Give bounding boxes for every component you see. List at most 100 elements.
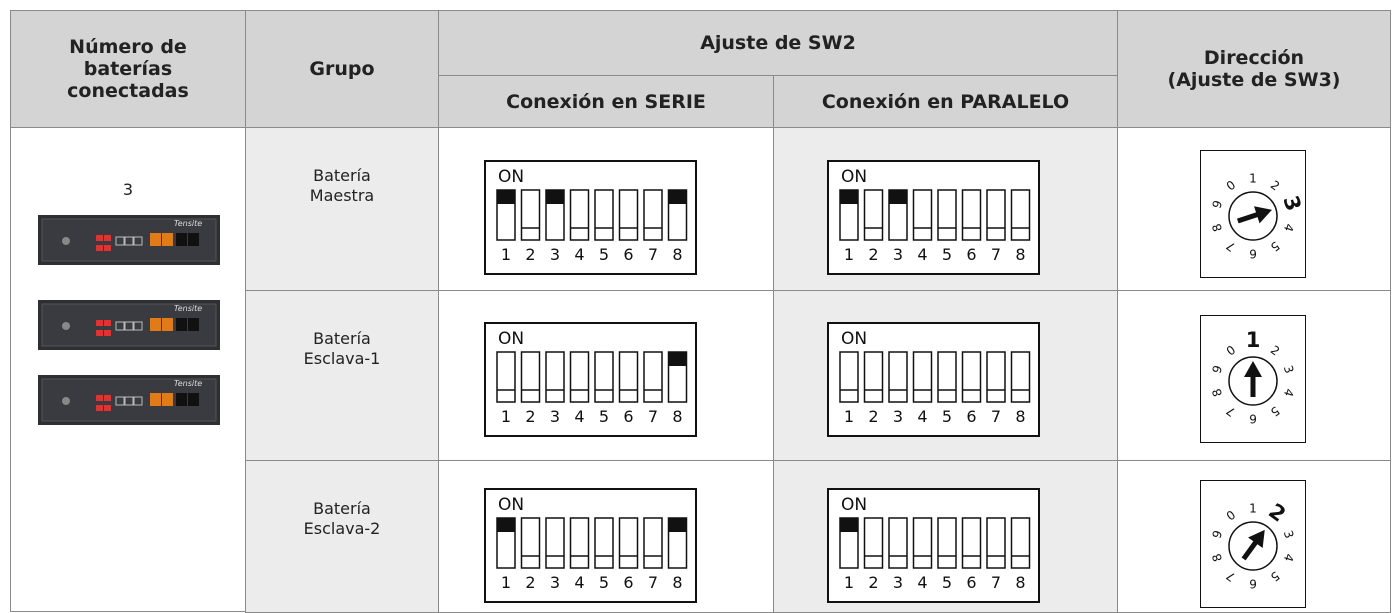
dip-number: 8 bbox=[672, 245, 682, 264]
battery-rj45 bbox=[115, 396, 125, 406]
dip-slot bbox=[545, 351, 565, 403]
dip-number: 6 bbox=[623, 245, 633, 264]
dial-digit: 8 bbox=[1209, 222, 1225, 234]
battery-terminal bbox=[176, 233, 187, 246]
dip-switch: ON 1 2 3 4 5 6 7 8 bbox=[484, 488, 697, 603]
dip-slot bbox=[912, 351, 933, 403]
dip-toggle bbox=[643, 517, 663, 569]
dip-number: 8 bbox=[672, 573, 682, 592]
battery-image: Tensite bbox=[38, 215, 220, 265]
dip-slot bbox=[961, 517, 982, 569]
dip-number: 5 bbox=[599, 573, 609, 592]
dip-slot bbox=[569, 189, 590, 241]
dip-toggle bbox=[496, 517, 516, 569]
dip-slot bbox=[618, 189, 639, 241]
dip-number: 2 bbox=[868, 573, 878, 592]
battery-terminal bbox=[176, 318, 187, 331]
dip-toggle bbox=[912, 351, 933, 403]
battery-port bbox=[96, 405, 103, 411]
battery-rj45 bbox=[133, 236, 143, 246]
dip-slot bbox=[520, 517, 541, 569]
dip-slot bbox=[937, 351, 957, 403]
dip-slot bbox=[569, 351, 590, 403]
battery-terminal bbox=[150, 393, 161, 406]
dip-slot bbox=[1010, 189, 1031, 241]
dial-arrow-shaft bbox=[1237, 211, 1260, 224]
battery-port bbox=[104, 320, 111, 326]
dip-toggle bbox=[888, 517, 908, 569]
group-label: Batería Esclava-2 bbox=[303, 499, 381, 538]
battery-count: 3 bbox=[122, 180, 134, 199]
dip-number: 4 bbox=[574, 245, 584, 264]
dip-toggle bbox=[937, 351, 957, 403]
dip-toggle bbox=[618, 351, 639, 403]
battery-port bbox=[96, 235, 103, 241]
dip-on-label: ON bbox=[498, 495, 524, 515]
dial-arrow bbox=[1237, 206, 1273, 224]
dip-number: 7 bbox=[648, 407, 658, 426]
battery-terminal bbox=[150, 233, 161, 246]
dip-number: 3 bbox=[893, 573, 903, 592]
dip-slot bbox=[912, 517, 933, 569]
dip-slot bbox=[520, 189, 541, 241]
dip-number: 5 bbox=[942, 407, 952, 426]
dial-arrow-head bbox=[1254, 206, 1273, 224]
dip-switch: ON 1 2 3 4 5 6 7 8 bbox=[827, 322, 1040, 437]
dip-number: 8 bbox=[1015, 407, 1025, 426]
dip-slot bbox=[986, 517, 1006, 569]
dip-slot bbox=[594, 189, 614, 241]
dip-toggle bbox=[569, 351, 590, 403]
battery-terminal bbox=[162, 393, 173, 406]
header-direction: Dirección (Ajuste de SW3) bbox=[1117, 10, 1391, 128]
battery-brand: Tensite bbox=[174, 304, 202, 313]
dip-toggle bbox=[618, 189, 639, 241]
dip-slot bbox=[496, 351, 516, 403]
dial-digit: 6 bbox=[1249, 412, 1257, 426]
dial-digit: 8 bbox=[1209, 387, 1225, 399]
dial-digit: 3 bbox=[1281, 529, 1297, 541]
dip-number: 8 bbox=[672, 407, 682, 426]
battery-port bbox=[96, 395, 103, 401]
battery-image: Tensite bbox=[38, 375, 220, 425]
dip-knob bbox=[668, 518, 687, 532]
dip-number: 2 bbox=[868, 407, 878, 426]
dip-toggle bbox=[618, 517, 639, 569]
battery-terminal bbox=[188, 318, 199, 331]
dial-arrow-head bbox=[1244, 361, 1262, 377]
dip-number: 3 bbox=[550, 407, 560, 426]
battery-port bbox=[96, 320, 103, 326]
dip-toggle bbox=[594, 189, 614, 241]
dip-toggle bbox=[1010, 189, 1031, 241]
dip-slot bbox=[888, 351, 908, 403]
dip-number: 6 bbox=[966, 573, 976, 592]
dial-digit: 6 bbox=[1249, 577, 1257, 591]
dip-toggle bbox=[863, 351, 884, 403]
dip-slot bbox=[545, 517, 565, 569]
dip-toggle bbox=[667, 351, 688, 403]
dip-toggle bbox=[986, 189, 1006, 241]
dip-toggle bbox=[496, 189, 516, 241]
dial-arrow-shaft bbox=[1241, 539, 1259, 561]
battery-port bbox=[104, 330, 111, 336]
dip-number: 7 bbox=[991, 573, 1001, 592]
dip-knob bbox=[497, 190, 515, 204]
dip-toggle bbox=[961, 189, 982, 241]
dip-slot bbox=[643, 189, 663, 241]
dip-slot bbox=[986, 351, 1006, 403]
count-cell: 3 bbox=[10, 127, 246, 612]
battery-port bbox=[96, 245, 103, 251]
dip-toggle bbox=[839, 189, 859, 241]
dip-number: 5 bbox=[942, 245, 952, 264]
dip-number: 7 bbox=[648, 245, 658, 264]
dip-toggle bbox=[520, 517, 541, 569]
dip-toggle bbox=[961, 351, 982, 403]
dial-arrow bbox=[1241, 529, 1265, 561]
dip-slot bbox=[1010, 351, 1031, 403]
battery-port bbox=[104, 405, 111, 411]
battery-rj45 bbox=[124, 236, 134, 246]
battery-port bbox=[96, 330, 103, 336]
dip-slot bbox=[961, 351, 982, 403]
